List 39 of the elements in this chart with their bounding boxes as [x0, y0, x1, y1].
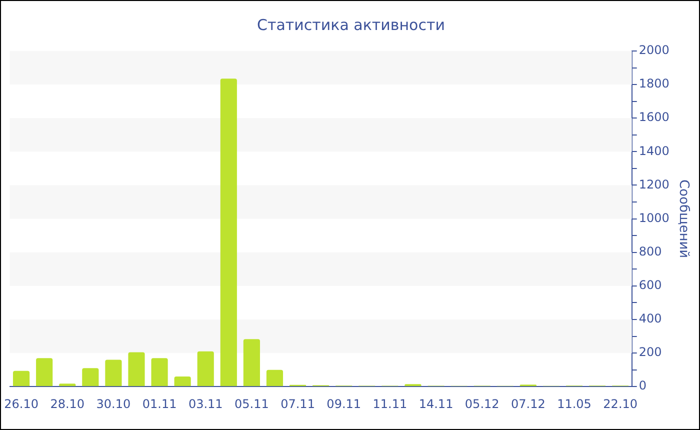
- bar: [12, 370, 30, 386]
- bar: [197, 351, 214, 386]
- x-tick-label: 03.11: [188, 396, 223, 411]
- y-tick-label: 1000: [638, 210, 670, 225]
- chart-title: Статистика активности: [257, 16, 445, 34]
- x-tick-label: 30.10: [96, 396, 131, 411]
- x-tick-label: 05.12: [464, 396, 500, 411]
- bar: [82, 368, 99, 386]
- y-tick-label: 2000: [638, 43, 670, 58]
- x-tick-label: 28.10: [50, 396, 85, 411]
- bar: [266, 370, 284, 386]
- bar: [59, 384, 76, 386]
- y-tick-label: 200: [638, 345, 662, 360]
- bar: [220, 78, 237, 386]
- x-tick-label: 26.10: [4, 396, 38, 411]
- y-tick-label: 400: [638, 312, 662, 326]
- x-tick-label: 01.11: [142, 396, 177, 411]
- y-tick-label: 1400: [638, 144, 670, 158]
- x-tick-label: 07.11: [280, 396, 315, 411]
- x-tick-label: 07.12: [511, 396, 546, 411]
- y-tick-label: 600: [638, 278, 662, 292]
- bar: [105, 360, 122, 386]
- bar: [128, 352, 145, 386]
- y-tick-label: 1800: [638, 76, 670, 91]
- bar: [243, 339, 260, 386]
- bar: [151, 358, 168, 386]
- x-tick-label: 09.11: [326, 396, 362, 411]
- x-tick-label: 11.11: [372, 396, 408, 411]
- x-tick-label: 11.05: [557, 396, 592, 411]
- y-axis-title: Сообщений: [676, 179, 691, 258]
- y-tick-label: 1200: [638, 177, 670, 192]
- y-tick-label: 1600: [638, 110, 670, 124]
- x-tick-label: 14.11: [418, 396, 454, 411]
- bar: [36, 358, 53, 386]
- y-tick-label: 800: [638, 244, 662, 258]
- y-tick-label: 0: [638, 378, 646, 393]
- x-tick-label: 22.10: [603, 396, 638, 411]
- x-tick-label: 05.11: [234, 396, 269, 411]
- bar: [174, 376, 191, 386]
